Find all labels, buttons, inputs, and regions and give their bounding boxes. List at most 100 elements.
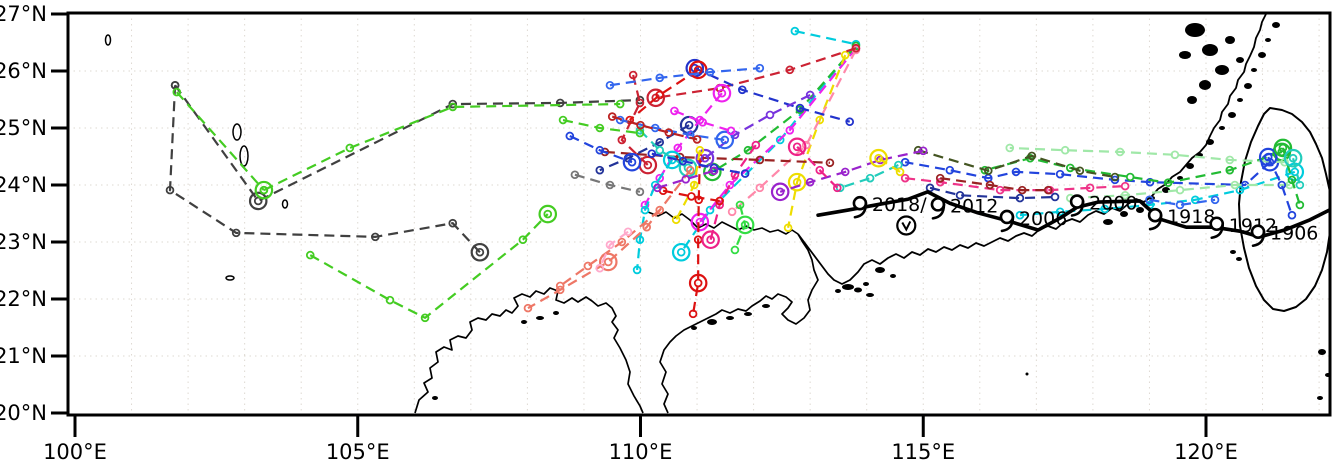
track-end-marker [701, 230, 720, 250]
storm-symbol-tail [1210, 222, 1225, 240]
track-line [692, 158, 701, 314]
track-fix-marker [1060, 145, 1070, 155]
track-fix-marker [695, 145, 705, 155]
track-fix-marker [605, 80, 615, 90]
track-line [709, 144, 757, 240]
cyclone-track [730, 200, 755, 255]
track-fix-marker [1017, 185, 1027, 195]
track-fix-marker [595, 263, 605, 273]
lat-tick-label: 25°N [0, 116, 47, 140]
island [1258, 52, 1266, 58]
track-fix-marker [727, 207, 737, 217]
track-fix-marker [635, 187, 645, 197]
island [553, 311, 559, 315]
track-fix-marker [165, 185, 175, 195]
track-line [940, 177, 1049, 192]
lake [232, 123, 242, 141]
track-fix-marker [751, 140, 761, 150]
track-fix-marker [765, 110, 775, 120]
track-fix-marker [698, 118, 708, 127]
track-line [1149, 198, 1216, 207]
lake [281, 199, 289, 209]
lat-tick-label: 27°N [0, 2, 47, 26]
track-fix-marker [655, 73, 665, 83]
track-end-marker [470, 242, 490, 262]
track-fix-marker [655, 145, 665, 155]
track-fix-marker [694, 195, 704, 205]
track-fix-marker [253, 196, 263, 206]
island [707, 319, 717, 325]
island [890, 274, 896, 278]
island [1318, 349, 1326, 355]
track-fix-marker [715, 200, 724, 210]
track-fix-marker [628, 70, 638, 80]
tropical-storm-symbol [1069, 194, 1085, 217]
island [1179, 51, 1191, 59]
storm-symbol-circle [852, 195, 868, 211]
track-fix-marker [715, 196, 724, 206]
track-end-marker [646, 88, 666, 108]
storm-symbol-tail [1251, 230, 1266, 248]
track-end-marker [622, 152, 642, 172]
track-fix-marker [918, 146, 928, 156]
track-fix-marker [687, 192, 696, 201]
tropical-storm-symbol [930, 197, 946, 220]
track-fix-marker [740, 220, 750, 230]
track-fix-marker [683, 163, 693, 173]
track-fix-marker [1145, 177, 1155, 187]
track-line [309, 213, 549, 320]
track-fix-marker [795, 103, 805, 113]
track-fix-marker [1295, 200, 1305, 210]
track-line [1070, 183, 1290, 200]
track-end-marker [787, 137, 807, 157]
track-fix-marker [755, 183, 765, 193]
cyclone-track [565, 131, 642, 172]
track-fix-marker [720, 135, 730, 145]
track-fix-marker [448, 102, 458, 112]
track-fix-marker [448, 218, 458, 228]
lat-tick-label: 22°N [0, 287, 47, 311]
cyclone-track [703, 41, 861, 182]
track-line [1267, 156, 1293, 216]
track-fix-marker [832, 183, 842, 193]
year-label: 2018/ [872, 194, 927, 216]
track-fix-marker [1263, 152, 1273, 162]
island [854, 287, 862, 293]
track-line [839, 164, 899, 189]
track-line [598, 230, 629, 269]
cyclone-track [595, 227, 633, 273]
xi-river [647, 211, 799, 235]
island [1103, 219, 1113, 225]
track-fix-marker [617, 237, 627, 247]
island [1025, 372, 1029, 376]
track-fix-marker [717, 88, 727, 98]
track-fix-marker [647, 149, 657, 158]
track-end-marker [688, 273, 708, 293]
track-line [731, 49, 857, 213]
island [1136, 207, 1144, 213]
cyclone-track [305, 204, 558, 323]
island [1236, 57, 1244, 63]
storm-symbol-tail [1000, 215, 1015, 233]
island [536, 316, 544, 320]
track-fix-marker [1043, 185, 1053, 195]
track-line [175, 91, 265, 191]
storm-symbol-circle [930, 197, 946, 212]
track-fix-marker [615, 99, 625, 109]
track-fix-marker [617, 135, 627, 145]
track-fix-marker [705, 205, 715, 215]
island [521, 320, 527, 324]
track-fix-marker [792, 142, 802, 152]
track-fix-marker [448, 99, 458, 109]
track-fix-marker [1055, 169, 1065, 179]
track-fix-marker [670, 106, 679, 116]
lon-tick-label: 115°E [891, 440, 955, 464]
track-fix-marker [935, 173, 945, 183]
track-fix-marker [685, 165, 695, 175]
track-fix-marker [895, 167, 905, 177]
track-fix-marker [1278, 143, 1288, 153]
track-fix-marker [693, 278, 703, 288]
lat-tick-label: 20°N [0, 401, 47, 425]
